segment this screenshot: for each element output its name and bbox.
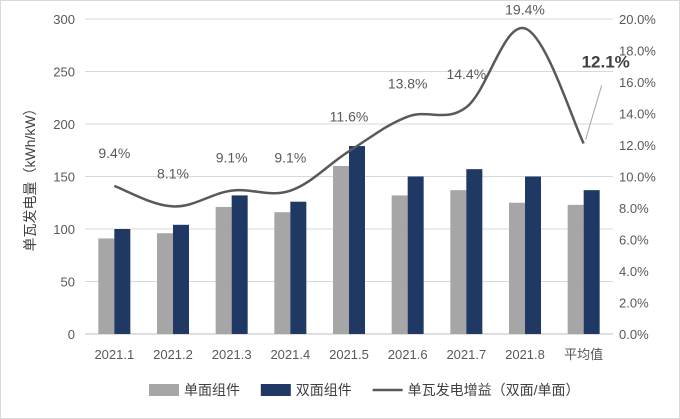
gain-data-label: 14.4%	[446, 66, 486, 82]
x-tick-label: 2021.8	[505, 347, 545, 362]
bar-double-0	[114, 229, 131, 334]
x-tick-label: 2021.4	[270, 347, 310, 362]
x-tick-label: 2021.5	[329, 347, 369, 362]
legend-label-0: 单面组件	[184, 382, 240, 398]
gain-data-label: 9.1%	[216, 150, 248, 166]
y2-tick-label: 16.0%	[619, 75, 656, 90]
gain-line	[113, 27, 585, 208]
y2-tick-label: 20.0%	[619, 12, 656, 27]
bar-single-0	[98, 238, 115, 334]
y2-tick-label: 4.0%	[619, 264, 649, 279]
bar-double-6	[466, 169, 483, 334]
bar-single-1	[157, 233, 173, 334]
y2-tick-label: 6.0%	[619, 233, 649, 248]
bar-double-2	[231, 195, 248, 334]
x-tick-label: 2021.6	[388, 347, 428, 362]
bar-single-4	[333, 166, 349, 334]
bar-double-4	[349, 146, 365, 334]
y-tick-label: 300	[53, 12, 75, 27]
average-gain-label: 12.1%	[582, 52, 630, 71]
bar-double-3	[290, 201, 307, 334]
bar-single-2	[215, 206, 232, 334]
y2-tick-label: 2.0%	[619, 296, 649, 311]
y2-tick-label: 18.0%	[619, 44, 656, 59]
legend-label-1: 双面组件	[296, 382, 352, 398]
bar-single-5	[391, 195, 408, 334]
x-tick-label: 2021.2	[153, 347, 193, 362]
bar-double-5	[407, 176, 424, 334]
x-tick-label: 2021.3	[212, 347, 252, 362]
gain-data-label: 19.4%	[505, 1, 545, 17]
gain-data-label: 13.8%	[388, 76, 428, 92]
bar-single-6	[450, 190, 467, 334]
y2-tick-label: 14.0%	[619, 107, 656, 122]
gain-data-label: 11.6%	[330, 108, 369, 124]
average-callout-line	[585, 85, 603, 140]
y-axis-title: 单瓦发电量（kWh/kW）	[22, 101, 38, 251]
y-tick-label: 50	[61, 275, 75, 290]
gain-data-label: 8.1%	[157, 165, 189, 181]
gain-data-label: 9.1%	[274, 150, 306, 166]
bar-double-7	[525, 176, 541, 334]
gain-data-label: 9.4%	[98, 145, 130, 161]
x-tick-label: 平均值	[564, 347, 603, 362]
bar-single-7	[509, 202, 525, 334]
legend-swatch-0	[149, 384, 179, 396]
y2-tick-label: 12.0%	[619, 138, 656, 153]
legend-swatch-1	[260, 384, 291, 396]
bar-single-3	[274, 212, 291, 334]
y-tick-label: 0	[68, 327, 75, 342]
x-tick-label: 2021.7	[446, 347, 486, 362]
y2-tick-label: 8.0%	[619, 201, 649, 216]
bar-single-8	[567, 204, 584, 334]
bar-double-8	[583, 190, 600, 334]
y2-tick-label: 0.0%	[619, 327, 649, 342]
y-tick-label: 100	[53, 222, 75, 237]
y-tick-label: 200	[53, 117, 75, 132]
y-tick-label: 250	[53, 65, 75, 80]
y2-tick-label: 10.0%	[619, 170, 656, 185]
legend-label-2: 单瓦发电增益（双面/单面）	[408, 382, 580, 398]
x-tick-label: 2021.1	[94, 347, 134, 362]
bar-double-1	[173, 224, 189, 334]
y-tick-label: 150	[53, 170, 75, 185]
